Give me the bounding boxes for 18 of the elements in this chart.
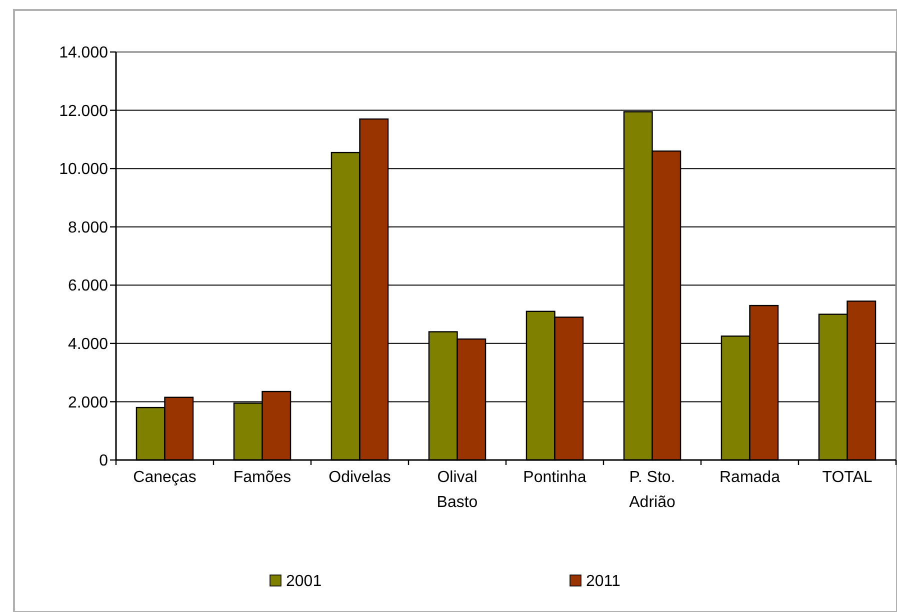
y-tick-label: 10.000 bbox=[59, 161, 108, 178]
legend-label: 2001 bbox=[286, 573, 322, 590]
y-tick-label: 2.000 bbox=[68, 394, 108, 412]
x-tick-label: Odivelas bbox=[328, 469, 391, 486]
legend-label: 2011 bbox=[586, 573, 621, 590]
x-tick-label: P. Sto. Adrião bbox=[629, 469, 676, 511]
y-tick-label: 6.000 bbox=[68, 278, 108, 295]
x-tick-label: Caneças bbox=[133, 469, 196, 486]
y-tick-label: 8.000 bbox=[68, 219, 108, 236]
x-tick-label: Famões bbox=[233, 469, 292, 486]
x-tick-label: Ramada bbox=[720, 469, 780, 486]
y-tick-label: 4.000 bbox=[68, 336, 108, 354]
y-tick-label: 12.000 bbox=[59, 102, 108, 120]
x-tick-label: Pontinha bbox=[523, 469, 586, 486]
y-tick-label: 0 bbox=[99, 452, 108, 470]
y-tick-label: 14.000 bbox=[59, 44, 108, 62]
x-tick-label: Olival Basto bbox=[436, 469, 478, 511]
x-tick-label: TOTAL bbox=[822, 469, 872, 486]
